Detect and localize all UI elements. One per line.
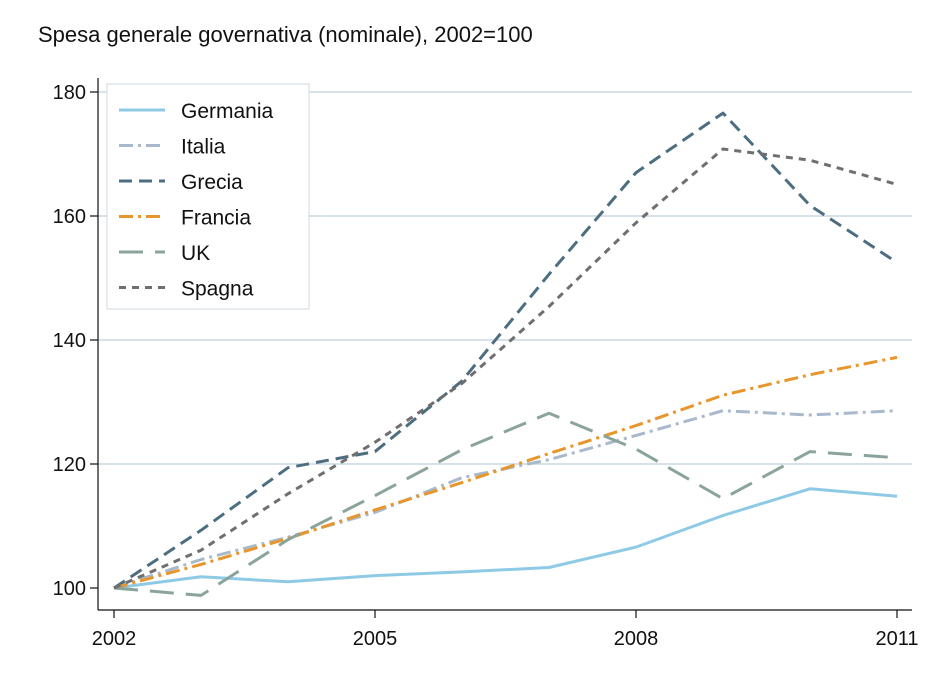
y-tick-label: 100 bbox=[53, 578, 86, 600]
x-tick-label: 2008 bbox=[614, 628, 659, 650]
y-tick-label: 120 bbox=[53, 454, 86, 476]
x-tick-label: 2005 bbox=[353, 628, 398, 650]
legend-box bbox=[106, 83, 310, 310]
series-line-uk bbox=[113, 411, 898, 597]
series-line-grecia bbox=[113, 111, 898, 590]
axes: 100 120 140 160 180 2002 2005 2008 2011 bbox=[53, 78, 919, 650]
legend-label: Francia bbox=[181, 207, 251, 230]
legend-label: UK bbox=[181, 242, 210, 265]
x-tick-label: 2002 bbox=[92, 628, 137, 650]
y-tick-label: 160 bbox=[53, 206, 86, 228]
x-tick-label: 2011 bbox=[875, 628, 918, 650]
series-line-francia bbox=[113, 355, 898, 590]
y-tick-label: 180 bbox=[53, 82, 86, 104]
chart-title: Spesa generale governativa (nominale), 2… bbox=[38, 22, 533, 47]
legend-label: Italia bbox=[181, 136, 226, 159]
series-line-spagna bbox=[113, 147, 898, 590]
legend-label: Spagna bbox=[181, 278, 254, 301]
legend-label: Grecia bbox=[181, 171, 243, 194]
legend-label: Germania bbox=[181, 100, 274, 123]
legend: Germania Italia Grecia Francia UK Spagna bbox=[106, 83, 310, 310]
y-tick-label: 140 bbox=[53, 330, 86, 352]
series-lines bbox=[113, 111, 898, 597]
series-line-germania bbox=[113, 487, 898, 590]
